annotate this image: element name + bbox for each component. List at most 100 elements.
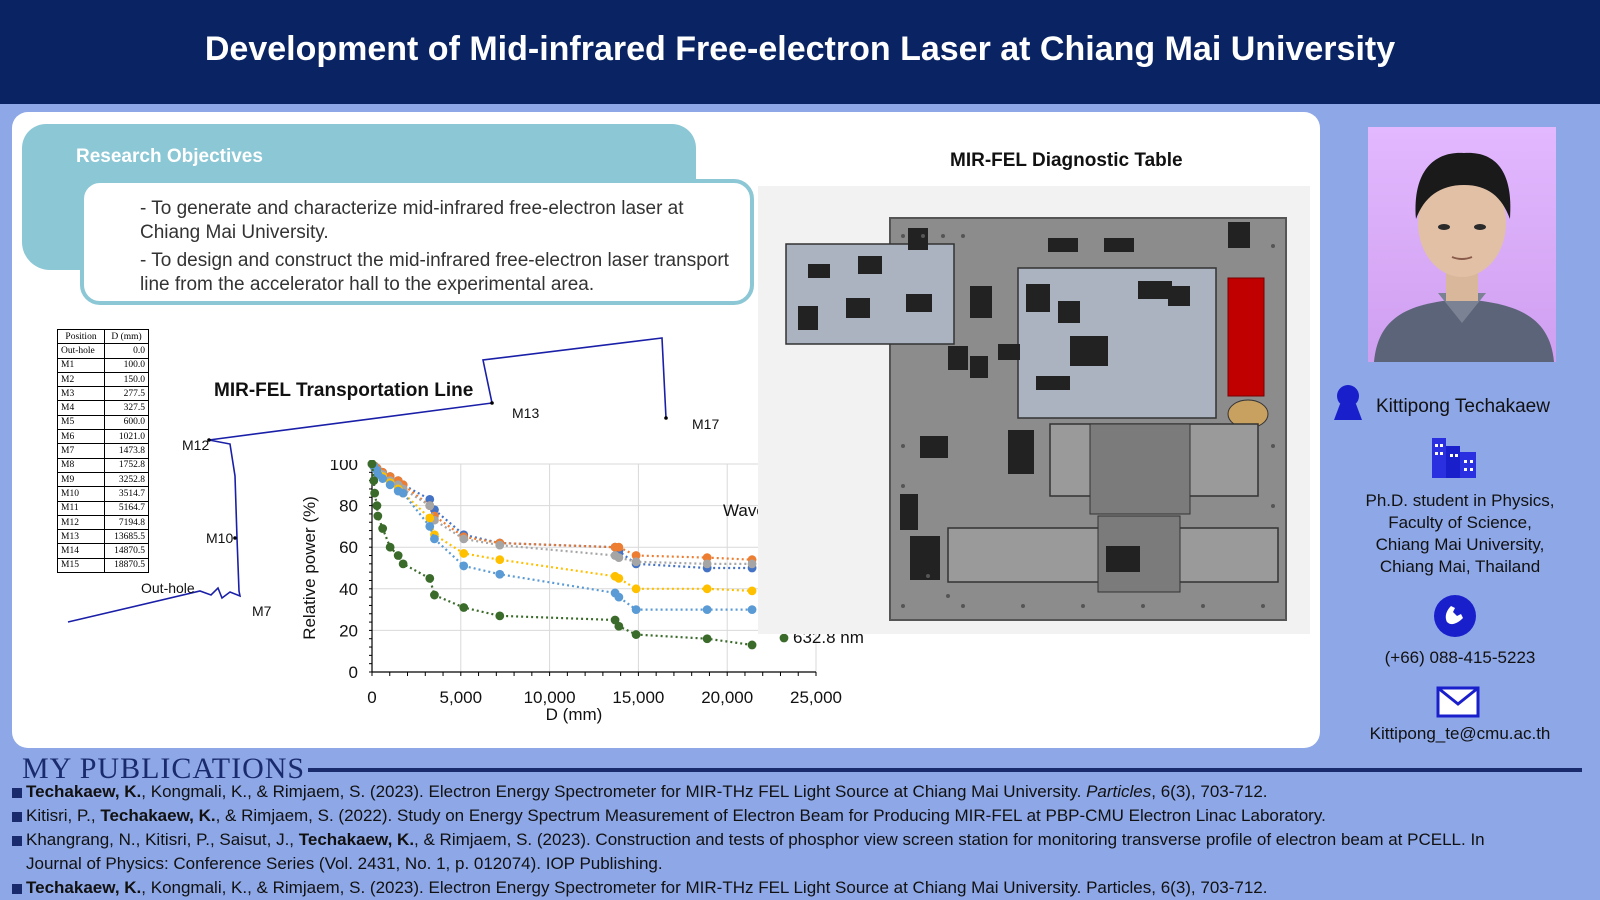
chart-x-tick-label: 15,000 <box>612 688 664 707</box>
chart-legend-marker <box>779 633 789 643</box>
table-row: M12 7194.8 <box>57 514 149 531</box>
profile-email[interactable]: Kittipong_te@cmu.ac.th <box>1369 724 1551 743</box>
chart-point <box>631 630 641 639</box>
chart-point <box>425 522 435 531</box>
affiliation-line: Ph.D. student in Physics, <box>1365 491 1555 510</box>
objective-item: - To design and construct the mid-infrar… <box>140 250 729 295</box>
chart-y-tick-label: 80 <box>339 497 358 516</box>
chart-point <box>372 501 382 510</box>
label-m10: M10 <box>206 530 234 546</box>
diagnostic-table-image <box>758 186 1310 634</box>
publication-item: Techakaew, K., Kongmali, K., & Rimjaem, … <box>10 876 1590 900</box>
publications-divider <box>308 768 1582 772</box>
chart-point <box>614 621 624 631</box>
chart-x-tick-label: 20,000 <box>701 688 753 707</box>
chart-point <box>702 559 712 569</box>
table-row: M14 14870.5 <box>57 543 149 559</box>
poster-title: Development of Mid-infrared Free-electro… <box>204 30 1396 68</box>
chart-x-tick-label: 25,000 <box>790 688 842 707</box>
chart-point <box>614 542 624 552</box>
chart-point <box>631 557 641 567</box>
chart-point <box>430 534 439 544</box>
table-cell-distance: 18870.5 <box>104 557 149 574</box>
chart-point <box>425 513 435 523</box>
chart-point <box>495 555 505 565</box>
position-table: Position D (mm) Out-hole 0.0 M1 100.0 M2 150.… <box>57 328 149 574</box>
chart-point <box>495 569 505 579</box>
chart-y-tick-label: 60 <box>339 538 358 557</box>
detector-block <box>1227 277 1265 397</box>
chart-point <box>614 592 624 602</box>
chart-x-axis-title: D (mm) <box>546 705 603 724</box>
chart-point <box>370 488 380 498</box>
chart-point <box>398 559 408 569</box>
chart-point <box>459 534 469 544</box>
chart-point <box>385 542 395 552</box>
objectives-heading: Research Objectives <box>76 146 263 167</box>
chart-point <box>430 590 439 600</box>
mirror-point-m17 <box>664 416 668 420</box>
label-m13: M13 <box>512 405 540 421</box>
publications-list: Techakaew, K., Kongmali, K., & Rimjaem, … <box>10 780 1590 900</box>
chart-point <box>614 553 624 562</box>
chart-point <box>367 460 377 469</box>
header-bar: Development of Mid-infrared Free-electro… <box>0 0 1600 104</box>
publication-item-continued: Journal of Physics: Conference Series (V… <box>26 854 663 873</box>
diagnostic-table-title: MIR-FEL Diagnostic Table <box>950 150 1183 171</box>
chart-point <box>459 549 469 558</box>
table-row: M15 18870.5 <box>57 557 149 574</box>
chart-point <box>378 524 388 533</box>
publication-item: Khangrang, N., Kitisri, P., Saisut, J., … <box>10 828 1590 852</box>
phone-icon[interactable] <box>1433 594 1477 638</box>
chart-point <box>495 540 505 550</box>
chart-point <box>425 501 435 510</box>
transport-line-diagram <box>67 337 668 623</box>
chart-point <box>373 511 383 521</box>
mirror-point-m12 <box>207 438 211 442</box>
objective-item: - To generate and characterize mid-infra… <box>140 198 684 243</box>
chart-point <box>398 488 408 498</box>
profile-name: Kittipong Techakaew <box>1376 396 1550 417</box>
table-row: M4 327.5 <box>57 400 149 416</box>
person-icon <box>1334 385 1362 420</box>
chart-point <box>495 611 505 621</box>
chart-series-trendline <box>371 463 753 561</box>
chart-point <box>459 603 469 612</box>
chart-point <box>702 584 712 594</box>
table-row: M8 1752.8 <box>57 457 149 473</box>
chart-series-trendline <box>371 463 753 592</box>
chart-point <box>702 605 712 614</box>
chart-point <box>614 574 624 583</box>
transport-path <box>67 337 667 623</box>
mail-icon[interactable] <box>1436 686 1480 718</box>
chart-point <box>747 586 757 596</box>
profile-photo <box>1368 127 1556 362</box>
mirror-point-m13 <box>490 401 494 405</box>
chart-point <box>425 574 435 583</box>
chart-y-tick-label: 0 <box>349 663 358 682</box>
chart-point <box>702 634 712 644</box>
chart-point <box>747 640 757 650</box>
chart-y-axis-title: Relative power (%) <box>300 496 319 640</box>
chart-point <box>459 561 469 571</box>
chart-series-trendline <box>371 463 753 611</box>
chart-point <box>378 474 388 483</box>
chart-point <box>393 551 403 560</box>
publications-heading: MY PUBLICATIONS <box>22 752 306 785</box>
stage-carriage <box>1089 423 1191 515</box>
chart-point <box>631 551 641 560</box>
label-m12: M12 <box>182 437 210 453</box>
affiliation-line: Chiang Mai, Thailand <box>1379 557 1541 576</box>
chart-point <box>747 605 757 614</box>
chart-point <box>702 553 712 562</box>
table-row: M9 3252.8 <box>57 471 149 488</box>
profile-affiliation: Ph.D. student in Physics, Faculty of Sci… <box>1340 490 1580 578</box>
affiliation-line: Faculty of Science, <box>1388 513 1532 532</box>
optical-mounts <box>798 222 1250 580</box>
table-row: M5 600.0 <box>57 414 149 431</box>
chart-y-tick-label: 100 <box>330 460 358 474</box>
transport-line-title: MIR-FEL Transportation Line <box>214 380 474 401</box>
label-m17: M17 <box>692 416 720 432</box>
profile-phone[interactable]: (+66) 088-415-5223 <box>1384 648 1536 667</box>
chart-x-tick-label: 5,000 <box>440 688 483 707</box>
